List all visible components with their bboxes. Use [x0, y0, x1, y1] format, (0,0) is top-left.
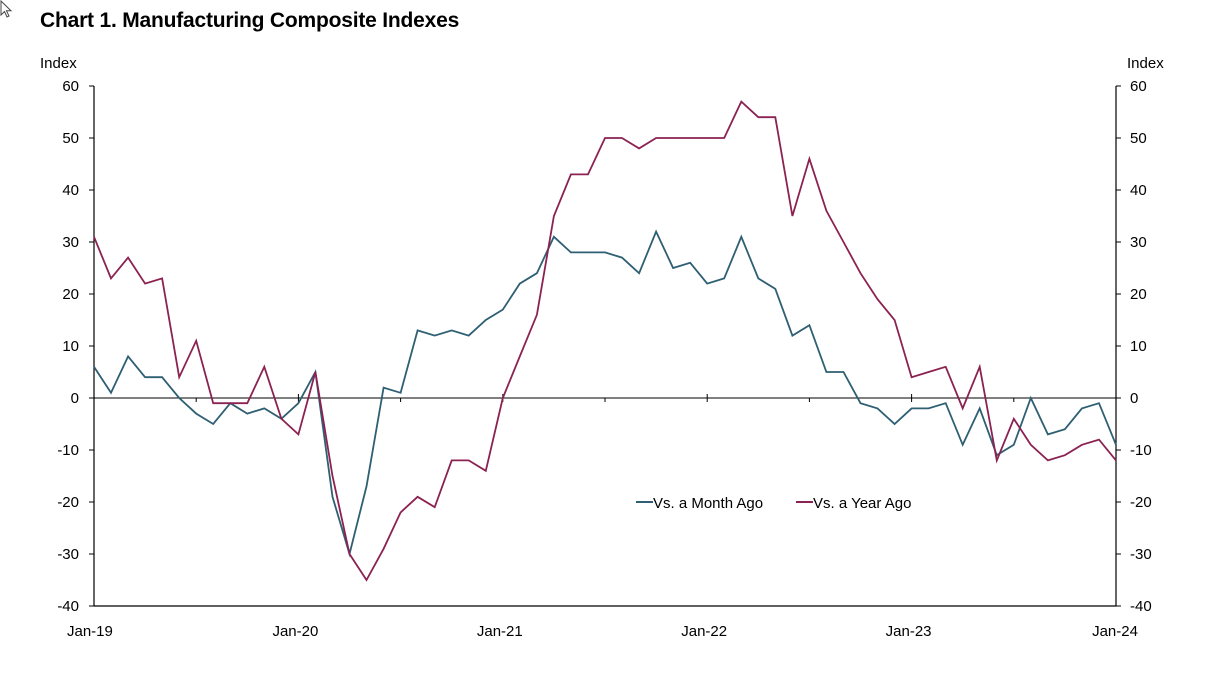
y-tick-label-right: 60: [1130, 78, 1147, 95]
series-line-year-ago: [93, 100, 1117, 582]
y-axis-label-right: Index: [1127, 55, 1164, 72]
x-tick-label: Jan-21: [477, 623, 523, 640]
y-tick-label-left: -30: [57, 546, 79, 563]
y-tick-label-right: 0: [1130, 390, 1138, 407]
y-tick-label-left: 10: [62, 338, 79, 355]
y-tick-label-right: 10: [1130, 338, 1147, 355]
y-tick-label-left: 50: [62, 130, 79, 147]
y-tick-label-right: -10: [1130, 442, 1152, 459]
y-tick-label-left: -40: [57, 598, 79, 615]
y-tick-label-right: 20: [1130, 286, 1147, 303]
y-tick-label-left: 40: [62, 182, 79, 199]
x-tick-label: Jan-19: [67, 623, 113, 640]
series-layer: [93, 100, 1117, 582]
y-tick-label-right: -40: [1130, 598, 1152, 615]
y-tick-label-left: -20: [57, 494, 79, 511]
legend-label: Vs. a Month Ago: [653, 495, 763, 512]
chart-axes: 60 60 50 50 40 40 30 30 20 20 10 10 0 0 -10 -10 -20 -20 -3…: [57, 78, 1151, 640]
y-tick-label-right: 30: [1130, 234, 1147, 251]
legend-label: Vs. a Year Ago: [813, 495, 911, 512]
chart-title: Chart 1. Manufacturing Composite Indexes: [40, 9, 460, 32]
x-tick-label: Jan-24: [1092, 623, 1138, 640]
y-tick-label-left: 0: [71, 390, 79, 407]
mouse-cursor-icon: [0, 0, 13, 18]
y-tick-label-left: -10: [57, 442, 79, 459]
legend: Vs. a Month Ago Vs. a Year Ago: [636, 495, 911, 512]
y-tick-label-left: 60: [62, 78, 79, 95]
y-tick-label-left: 30: [62, 234, 79, 251]
y-axis-label-left: Index: [40, 55, 77, 72]
x-tick-label: Jan-20: [272, 623, 318, 640]
y-tick-label-left: 20: [62, 286, 79, 303]
y-tick-label-right: 40: [1130, 182, 1147, 199]
x-tick-label: Jan-23: [886, 623, 932, 640]
y-tick-label-right: -20: [1130, 494, 1152, 511]
series-line-month-ago: [93, 229, 1117, 558]
y-tick-label-right: -30: [1130, 546, 1152, 563]
x-tick-label: Jan-22: [681, 623, 727, 640]
y-tick-label-right: 50: [1130, 130, 1147, 147]
